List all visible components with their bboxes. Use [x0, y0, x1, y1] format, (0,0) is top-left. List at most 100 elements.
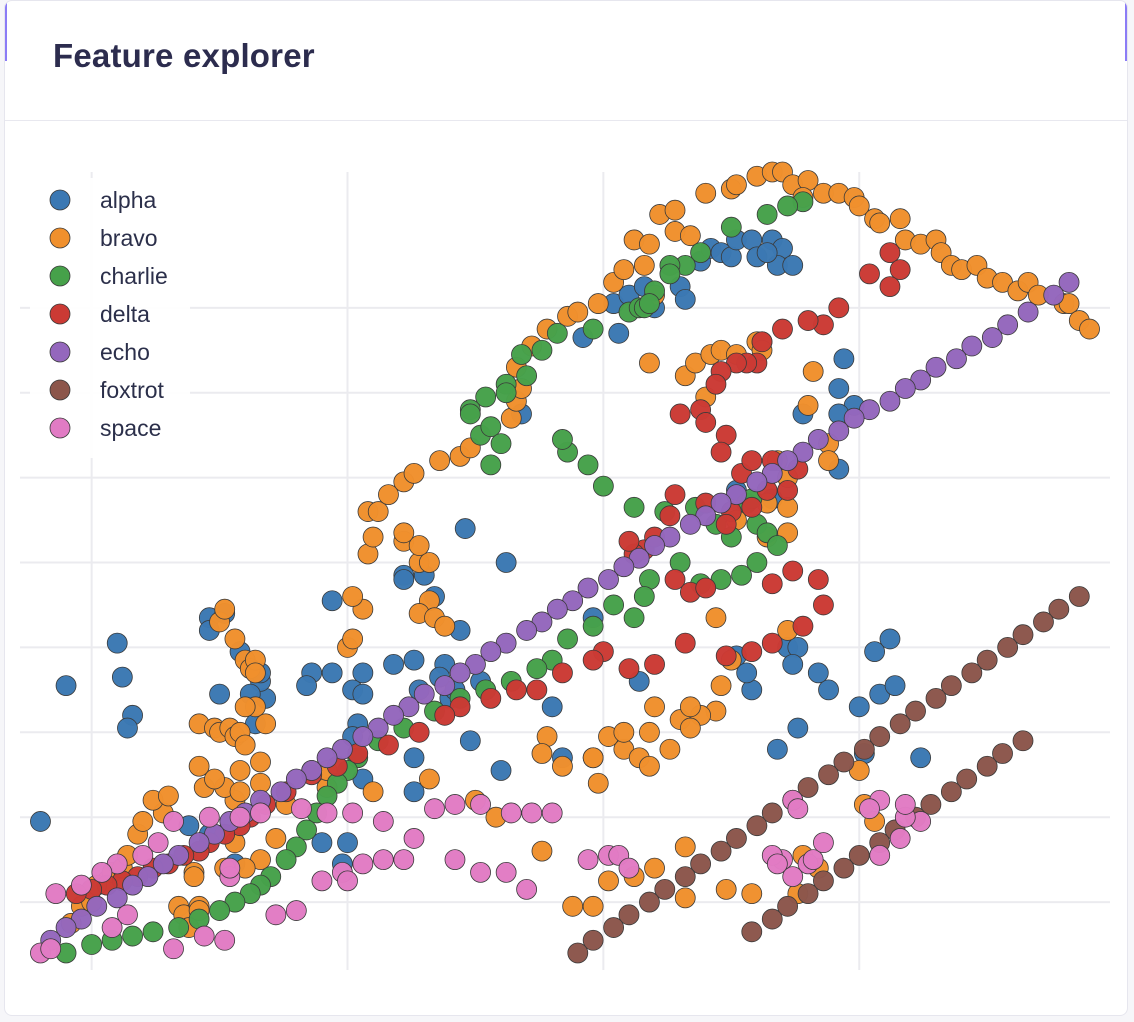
point-echo-4[interactable]: [981, 327, 1003, 348]
point-foxtrot-35[interactable]: [726, 828, 747, 849]
point-bravo-65[interactable]: [403, 462, 425, 484]
point-foxtrot-42[interactable]: [603, 917, 625, 938]
point-delta-47[interactable]: [644, 653, 665, 675]
point-bravo-161[interactable]: [582, 747, 604, 769]
point-alpha-44[interactable]: [296, 675, 317, 697]
point-bravo-12[interactable]: [158, 785, 179, 807]
point-bravo-88[interactable]: [695, 182, 717, 204]
point-delta-46[interactable]: [674, 632, 696, 654]
point-delta-41[interactable]: [813, 594, 834, 616]
point-delta-23[interactable]: [777, 479, 799, 501]
point-charlie-51[interactable]: [557, 628, 578, 650]
point-foxtrot-14[interactable]: [761, 908, 783, 930]
point-alpha-10[interactable]: [782, 254, 804, 276]
point-bravo-62[interactable]: [393, 522, 415, 544]
point-bravo-61[interactable]: [408, 535, 430, 556]
point-delta-44[interactable]: [741, 641, 763, 663]
point-echo-57[interactable]: [106, 887, 128, 909]
point-delta-37[interactable]: [695, 577, 717, 599]
point-space-4[interactable]: [163, 938, 184, 960]
point-charlie-49[interactable]: [603, 594, 625, 616]
point-echo-9[interactable]: [894, 378, 916, 399]
point-bravo-153[interactable]: [659, 738, 681, 760]
point-echo-2[interactable]: [1017, 301, 1039, 323]
point-charlie-13[interactable]: [582, 318, 604, 340]
point-bravo-63[interactable]: [378, 484, 399, 505]
point-space-16[interactable]: [393, 849, 415, 871]
point-charlie-4[interactable]: [690, 242, 712, 264]
point-space-15[interactable]: [372, 849, 394, 871]
point-space-21[interactable]: [577, 849, 599, 871]
point-delta-38[interactable]: [761, 573, 783, 595]
point-charlie-16[interactable]: [511, 344, 532, 365]
point-alpha-98[interactable]: [884, 675, 906, 697]
point-space-33[interactable]: [889, 828, 911, 849]
point-alpha-41[interactable]: [352, 662, 374, 684]
point-alpha-33[interactable]: [495, 552, 517, 573]
point-bravo-141[interactable]: [705, 607, 727, 629]
point-bravo-183[interactable]: [362, 781, 384, 803]
point-charlie-25[interactable]: [490, 433, 512, 455]
point-space-57[interactable]: [132, 844, 154, 866]
point-bravo-24[interactable]: [229, 760, 251, 781]
point-charlie-29[interactable]: [577, 454, 599, 476]
point-bravo-51[interactable]: [362, 526, 384, 548]
point-echo-44[interactable]: [316, 747, 338, 769]
point-bravo-159[interactable]: [531, 743, 553, 764]
point-bravo-76[interactable]: [567, 301, 589, 323]
point-space-48[interactable]: [372, 811, 394, 832]
point-delta-51[interactable]: [552, 662, 573, 684]
point-echo-60[interactable]: [55, 917, 77, 938]
point-delta-35[interactable]: [664, 569, 686, 590]
legend-item-bravo[interactable]: bravo: [49, 225, 158, 251]
point-alpha-64[interactable]: [541, 696, 563, 718]
point-space-36[interactable]: [894, 794, 916, 815]
point-alpha-13[interactable]: [608, 322, 630, 344]
point-space-17[interactable]: [444, 849, 466, 871]
point-bravo-103[interactable]: [889, 208, 911, 230]
point-delta-3[interactable]: [859, 263, 880, 285]
point-bravo-130[interactable]: [802, 361, 824, 382]
point-space-51[interactable]: [291, 798, 312, 820]
point-charlie-15[interactable]: [531, 339, 553, 361]
point-charlie-40[interactable]: [766, 535, 788, 556]
point-space-41[interactable]: [541, 802, 563, 824]
point-bravo-171[interactable]: [741, 883, 763, 904]
point-delta-43[interactable]: [761, 632, 783, 654]
point-bravo-80[interactable]: [633, 254, 655, 276]
point-alpha-86[interactable]: [782, 653, 804, 675]
legend[interactable]: alpha bravo charlie delta echo foxtrot space: [30, 178, 190, 458]
point-delta-20[interactable]: [741, 450, 763, 472]
point-delta-30[interactable]: [659, 505, 681, 527]
point-bravo-47[interactable]: [342, 628, 364, 650]
point-space-42[interactable]: [521, 802, 543, 824]
point-space-52[interactable]: [250, 802, 271, 824]
point-space-46[interactable]: [424, 798, 445, 820]
point-echo-13[interactable]: [828, 420, 850, 442]
point-echo-36[interactable]: [449, 662, 471, 684]
point-space-6[interactable]: [214, 929, 236, 951]
point-echo-32[interactable]: [516, 620, 538, 641]
point-delta-13[interactable]: [705, 373, 727, 395]
point-charlie-30[interactable]: [592, 475, 614, 497]
point-alpha-94[interactable]: [818, 679, 839, 701]
point-echo-12[interactable]: [843, 407, 865, 429]
point-bravo-102[interactable]: [869, 212, 891, 234]
point-bravo-87[interactable]: [664, 199, 686, 221]
point-delta-25[interactable]: [741, 496, 763, 518]
point-space-50[interactable]: [316, 802, 338, 824]
point-delta-4[interactable]: [828, 297, 850, 319]
point-alpha-60[interactable]: [209, 683, 230, 705]
point-foxtrot-31[interactable]: [797, 777, 819, 798]
point-foxtrot-16[interactable]: [1068, 586, 1090, 607]
point-echo-7[interactable]: [925, 356, 947, 378]
point-space-10[interactable]: [285, 900, 307, 921]
point-bravo-144[interactable]: [710, 675, 732, 697]
point-foxtrot-37[interactable]: [690, 853, 712, 875]
point-foxtrot-43[interactable]: [582, 929, 604, 951]
point-foxtrot-19[interactable]: [1012, 624, 1034, 646]
point-charlie-72[interactable]: [209, 900, 230, 921]
point-foxtrot-30[interactable]: [818, 764, 839, 786]
point-bravo-59[interactable]: [434, 615, 456, 637]
point-delta-40[interactable]: [807, 569, 829, 590]
